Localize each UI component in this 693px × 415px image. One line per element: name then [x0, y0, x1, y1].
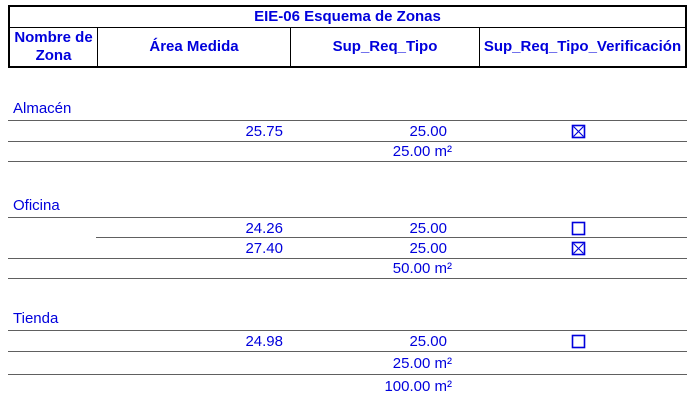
cell-area-medida[interactable]: 24.26 — [245, 219, 283, 237]
cell-sup-req-tipo[interactable]: 25.00 — [409, 332, 447, 350]
cell-verificacion — [478, 221, 687, 236]
group-header-oficina: Oficina — [8, 197, 687, 218]
schedule-title: EIE-06 Esquema de Zonas — [10, 7, 685, 28]
cell-sup-req-tipo[interactable]: 25.00 — [409, 122, 447, 140]
section-gap — [8, 162, 687, 197]
column-header-sup-req-tipo-verificacion: Sup_Req_Tipo_Verificación — [483, 38, 682, 55]
zone-schedule-table: EIE-06 Esquema de Zonas Nombre de Zona Á… — [8, 5, 687, 397]
grand-total: 100.00 m² — [384, 378, 452, 395]
group-header-almacen: Almacén — [8, 100, 687, 121]
group-subtotal-oficina: 50.00 m² — [8, 259, 687, 279]
column-header-row: Nombre de Zona Área Medida Sup_Req_Tipo … — [10, 28, 685, 66]
verification-checkbox[interactable] — [571, 334, 586, 349]
cell-area-medida[interactable]: 25.75 — [245, 122, 283, 140]
section-gap — [8, 68, 687, 100]
column-header-sup-req-tipo: Sup_Req_Tipo — [291, 28, 480, 66]
column-header-nombre-de-zona: Nombre de Zona — [10, 28, 98, 66]
table-row: 27.40 25.00 — [8, 238, 687, 259]
verification-checkbox[interactable] — [571, 124, 586, 139]
cell-area-medida[interactable]: 27.40 — [245, 239, 283, 257]
cell-sup-req-tipo[interactable]: 25.00 — [409, 219, 447, 237]
group-header-tienda: Tienda — [8, 310, 687, 331]
table-row: 24.98 25.00 — [8, 331, 687, 352]
verification-checkbox[interactable] — [571, 241, 586, 256]
cell-sup-req-tipo[interactable]: 25.00 — [409, 239, 447, 257]
cell-verificacion — [478, 334, 687, 349]
cell-verificacion — [478, 241, 687, 256]
verification-checkbox[interactable] — [571, 221, 586, 236]
cell-verificacion — [478, 124, 687, 139]
table-row: 24.26 25.00 — [8, 218, 687, 238]
table-row: 25.75 25.00 — [8, 121, 687, 142]
column-header-area-medida: Área Medida — [98, 28, 291, 66]
group-subtotal-almacen: 25.00 m² — [8, 142, 687, 162]
schedule-header: EIE-06 Esquema de Zonas Nombre de Zona Á… — [8, 5, 687, 68]
cell-area-medida[interactable]: 24.98 — [245, 332, 283, 350]
section-gap — [8, 279, 687, 310]
group-subtotal-tienda: 25.00 m² — [8, 352, 687, 375]
